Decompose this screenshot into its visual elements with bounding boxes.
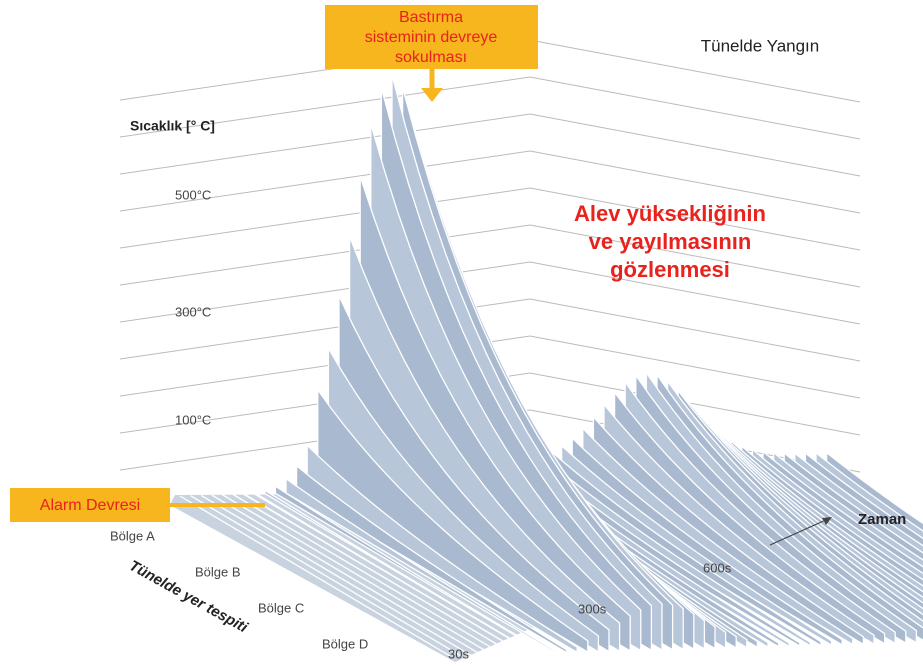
ridge: [582, 426, 854, 646]
zone-tick-label: Bölge A: [110, 528, 155, 543]
time-tick-label: 600s: [703, 560, 732, 575]
ridge: [719, 432, 923, 602]
ridge: [274, 485, 547, 655]
zone-tick-label: Bölge D: [322, 636, 368, 651]
ridge: [179, 495, 451, 657]
ridge: [306, 443, 578, 654]
ridge: [730, 439, 923, 595]
ridge: [698, 412, 923, 615]
ridge: [295, 464, 568, 654]
ridge: [741, 444, 923, 589]
ridge: [783, 451, 923, 562]
suppression-box: [325, 5, 538, 69]
ridge: [815, 451, 923, 543]
surface: [170, 74, 923, 662]
observation-text: Alev yüksekliğinin: [574, 201, 766, 226]
ridge: [613, 390, 886, 645]
y-tick-label: 100°C: [175, 412, 211, 427]
wall-line: [119, 187, 861, 251]
alarm-text: Alarm Devresi: [40, 497, 140, 514]
observation-text: gözlenmesi: [610, 257, 730, 282]
ridge: [253, 491, 525, 656]
title: Tünelde Yangın: [701, 36, 819, 55]
ridge: [592, 415, 865, 646]
ridge: [242, 492, 515, 656]
observation-text: ve yayılmasının: [589, 229, 752, 254]
wall-grid: [119, 39, 861, 473]
ridge: [794, 451, 923, 556]
zone-tick-label: Bölge C: [258, 600, 304, 615]
ridge: [709, 423, 923, 608]
wall-line: [119, 409, 861, 473]
wall-line: [119, 150, 861, 214]
zone-tick-label: Bölge B: [195, 564, 241, 579]
wall-line: [119, 261, 861, 325]
time-tick-label: 300s: [578, 601, 607, 616]
time-arrowhead: [822, 517, 832, 525]
ridge: [603, 402, 875, 646]
ridge: [221, 493, 493, 656]
ridge: [550, 449, 822, 647]
wall-line: [119, 224, 861, 288]
ridge: [264, 489, 536, 655]
ridge: [200, 494, 472, 656]
wall-line: [119, 372, 861, 436]
ridge: [285, 477, 557, 655]
wall-line: [119, 298, 861, 362]
ridge: [804, 451, 923, 549]
time-arrow: [769, 518, 829, 546]
ridge: [762, 450, 923, 576]
alarm-box: [10, 488, 170, 522]
time-axis-label: Zaman: [858, 511, 906, 528]
y-axis-label: Sıcaklık [° C]: [130, 118, 215, 134]
ridge: [772, 451, 923, 569]
suppression-arrowhead: [421, 88, 443, 102]
ridge: [571, 436, 843, 647]
wall-line: [119, 113, 861, 177]
suppression-text: sokulması: [395, 49, 467, 66]
suppression-text: sisteminin devreye: [365, 29, 498, 46]
y-tick-label: 500°C: [175, 187, 211, 202]
y-tick-label: 300°C: [175, 304, 211, 319]
ridge: [211, 494, 483, 656]
ridge: [560, 444, 833, 647]
ridge: [751, 448, 923, 582]
ridge: [539, 453, 812, 647]
wall-line: [119, 76, 861, 140]
ridge: [232, 493, 504, 656]
ridge: [190, 495, 461, 657]
wall-line: [119, 335, 861, 399]
suppression-text: Bastırma: [399, 9, 463, 26]
time-tick-label: 30s: [448, 646, 469, 661]
